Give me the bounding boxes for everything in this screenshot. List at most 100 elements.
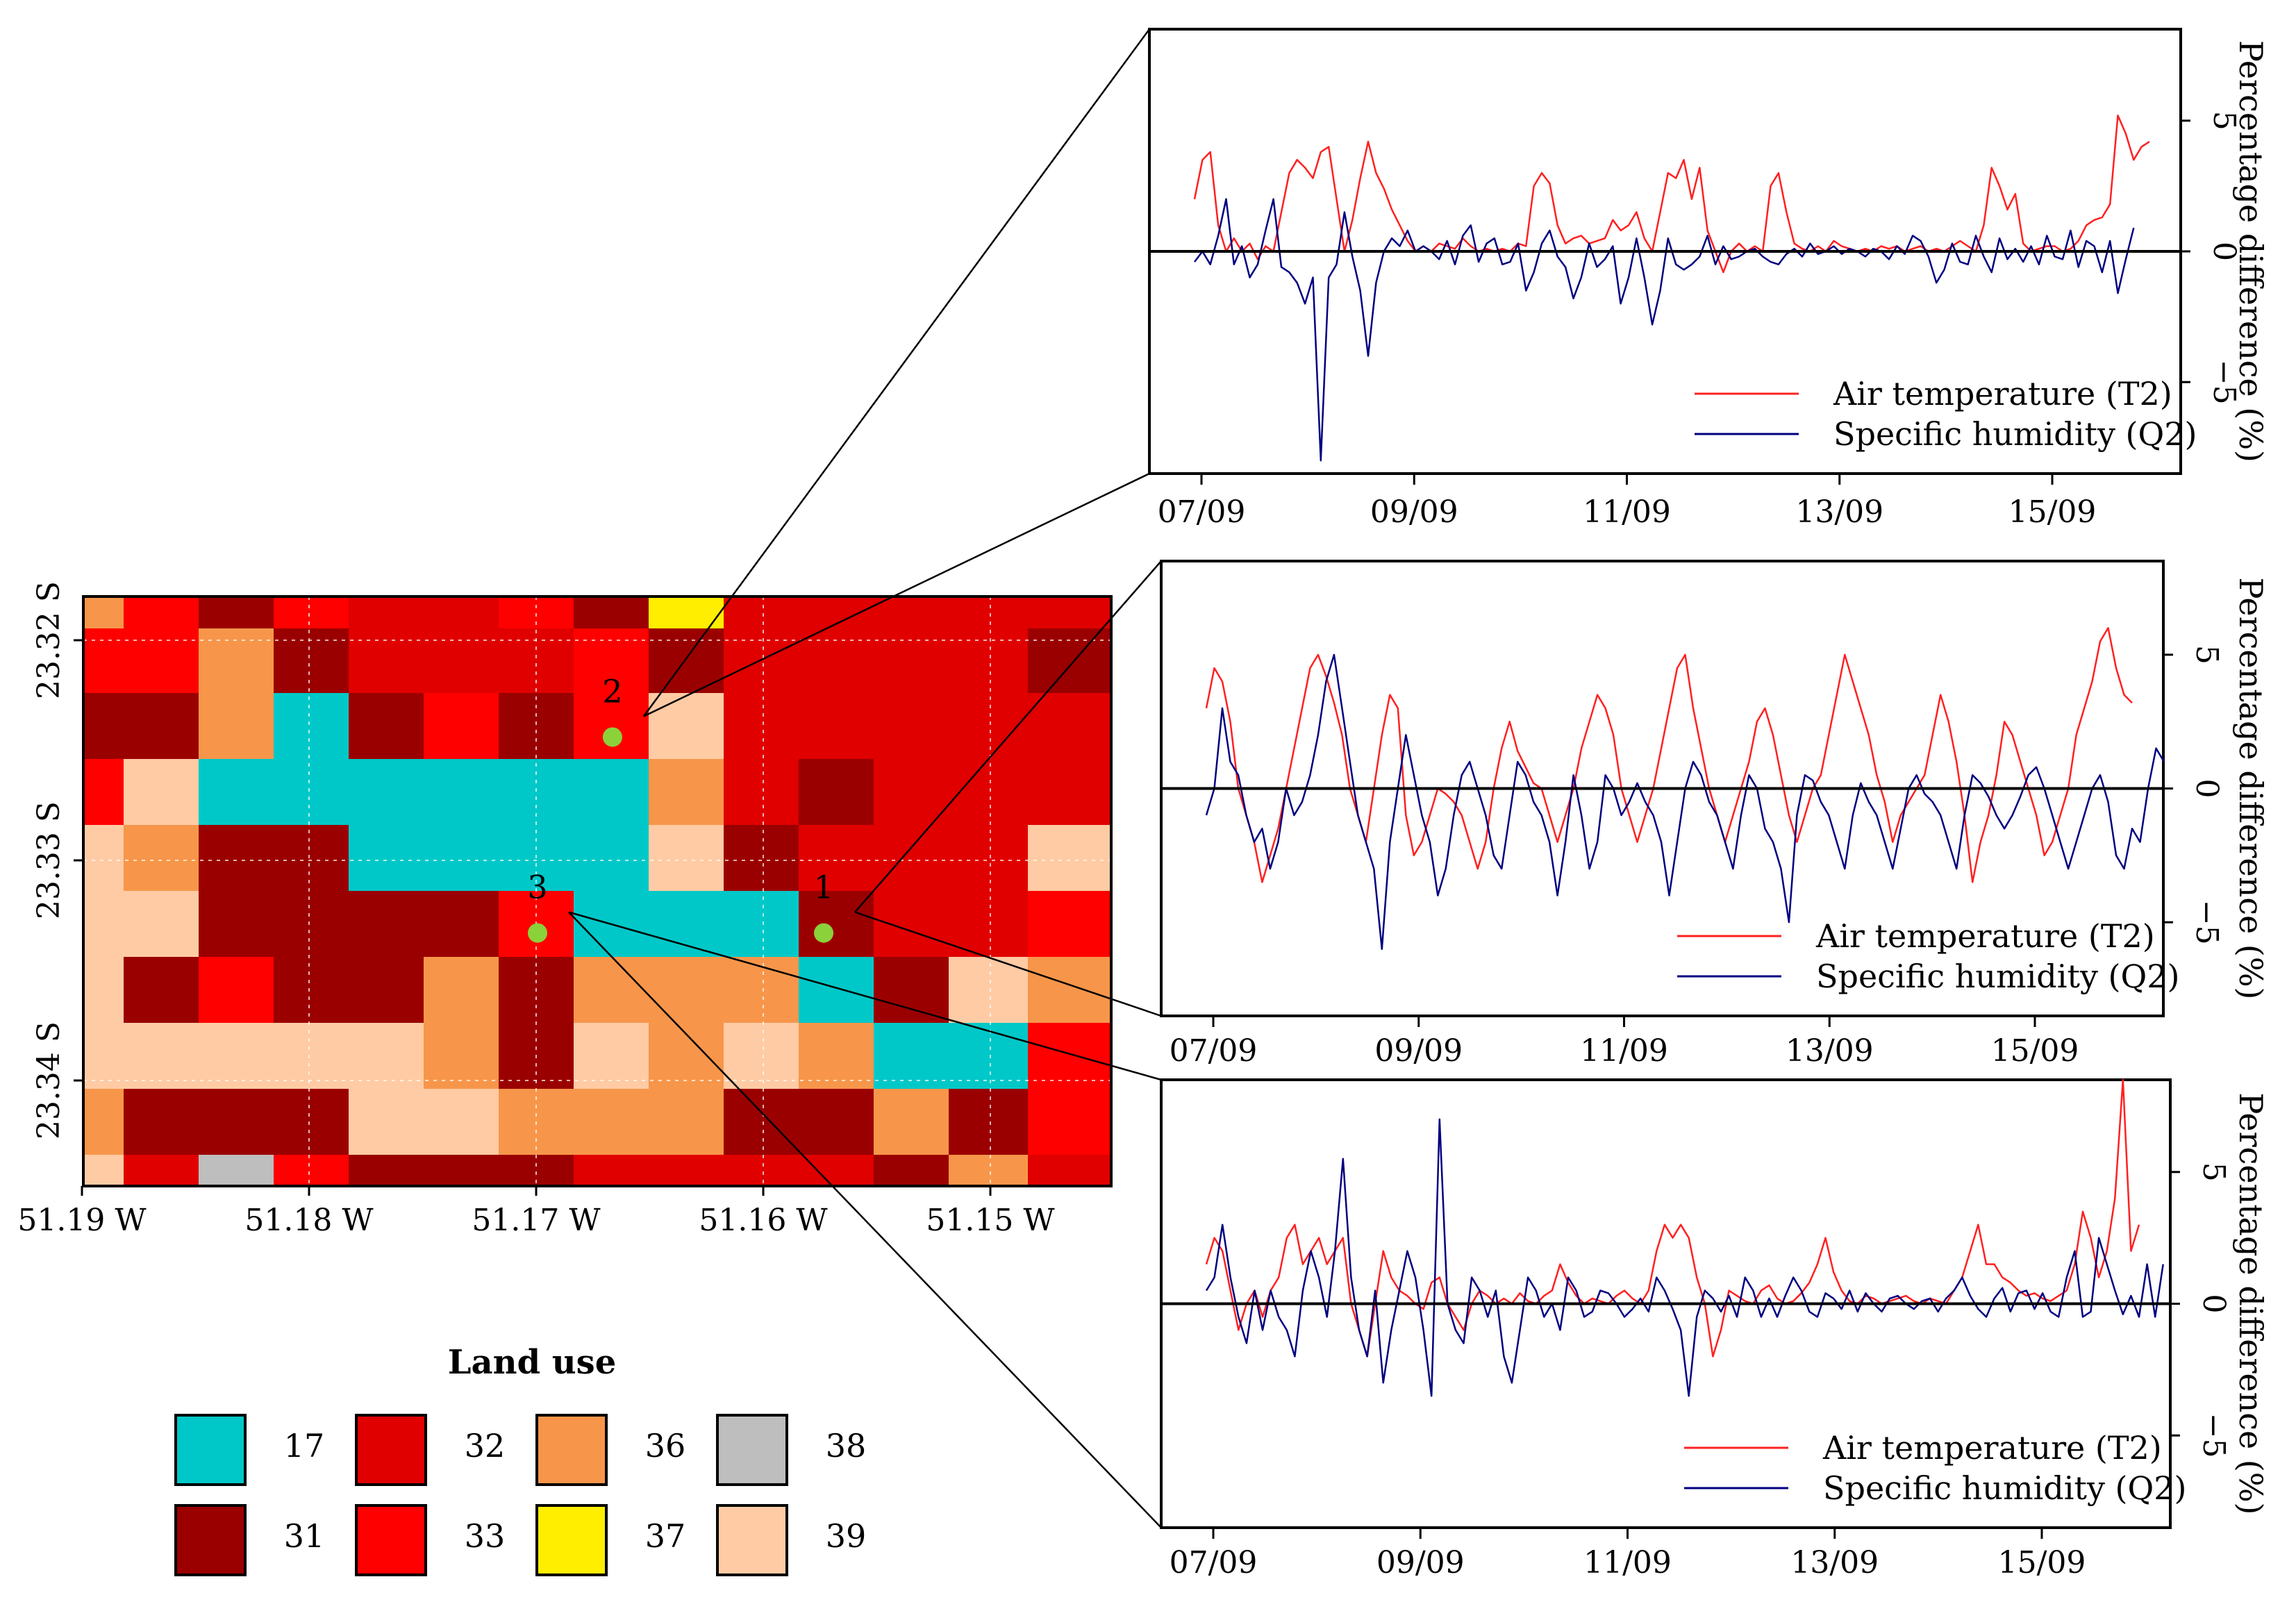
- map-x-axis: 51.19 W 51.18 W 51.17 W 51.16 W 51.15 W: [17, 1186, 1055, 1238]
- map-cell: [424, 957, 499, 1024]
- map-cell: [349, 1089, 424, 1155]
- map-cell: [724, 759, 799, 826]
- map-x-tick-label: 51.17 W: [472, 1203, 601, 1238]
- map-cell: [574, 825, 649, 892]
- map-point-label: 1: [813, 869, 833, 906]
- x-tick-label: 09/09: [1374, 1033, 1463, 1069]
- map-cell: [274, 596, 349, 629]
- map-cell: [199, 957, 274, 1024]
- map-cell: [724, 1155, 799, 1187]
- series-line: [1194, 198, 2135, 462]
- map-cell: [649, 957, 724, 1024]
- y-tick-label: 0: [2189, 779, 2224, 799]
- legend-label: Specific humidity (Q2): [1823, 1469, 2186, 1507]
- map-cell: [199, 891, 274, 958]
- map-cell: [349, 759, 424, 826]
- map-cell: [274, 957, 349, 1024]
- connector-line: [854, 560, 1162, 913]
- legend-color-box: [355, 1504, 427, 1576]
- map-cell: [1028, 825, 1112, 892]
- map-cell: [349, 891, 424, 958]
- map-cell: [574, 957, 649, 1024]
- map-frame: [82, 595, 1113, 1187]
- x-tick-label: 13/09: [1786, 1033, 1874, 1069]
- x-tick-label: 07/09: [1170, 1545, 1258, 1580]
- map-cell: [124, 825, 199, 892]
- connector-line: [642, 28, 1151, 717]
- chart-panel-point-1: 5 0 −5 Percentage difference (%) 07/09 09/09 1…: [1160, 560, 2270, 1069]
- map-cell: [349, 1155, 424, 1187]
- map-cell: [199, 596, 274, 629]
- map-cell: [724, 596, 799, 629]
- map-cell: [949, 759, 1029, 826]
- legend-class-label: 38: [826, 1427, 867, 1464]
- map-cell: [83, 759, 124, 826]
- map-cell: [799, 628, 874, 694]
- map-cell: [649, 1155, 724, 1187]
- map-cell: [574, 628, 649, 694]
- map-cell: [199, 825, 274, 892]
- legend-class-label: 36: [645, 1427, 686, 1464]
- map-cell: [949, 1023, 1029, 1090]
- map-point-marker: [814, 923, 834, 943]
- x-tick-label: 15/09: [1991, 1033, 2079, 1069]
- map-cell: [649, 759, 724, 826]
- map-cell: [424, 628, 499, 694]
- map-cell: [349, 1023, 424, 1090]
- connector-line: [568, 911, 1162, 1528]
- map-cell: [274, 628, 349, 694]
- map-cell: [349, 957, 424, 1024]
- map-point-marker: [528, 923, 547, 943]
- legend-class-label: 33: [465, 1517, 506, 1555]
- map-cell: [124, 1089, 199, 1155]
- map-cell: [124, 596, 199, 629]
- y-tick-label: −5: [2206, 360, 2242, 405]
- legend-color-box: [355, 1414, 427, 1486]
- map-points: 1 2 3: [527, 672, 834, 943]
- map-cell: [274, 1155, 349, 1187]
- legend-label: Specific humidity (Q2): [1833, 415, 2197, 453]
- y-tick-label: 5: [2189, 645, 2224, 665]
- x-tick-label: 15/09: [2008, 494, 2097, 530]
- connector-line: [854, 911, 1162, 1017]
- map-cell: [574, 1089, 649, 1155]
- map-cell: [724, 1089, 799, 1155]
- map-cell: [949, 1155, 1029, 1187]
- map-x-tick-label: 51.18 W: [244, 1203, 374, 1238]
- map-cell: [349, 628, 424, 694]
- map-point-label: 3: [527, 869, 547, 906]
- map-cell: [424, 891, 499, 958]
- map-cell: [1028, 759, 1112, 826]
- map-cell: [1028, 1023, 1112, 1090]
- map-cell: [874, 693, 949, 760]
- map-cells: [83, 596, 1112, 1187]
- map-cell: [424, 1155, 499, 1187]
- y-tick-label: −5: [2189, 900, 2224, 945]
- map-cell: [649, 825, 724, 892]
- legend-color-box: [174, 1414, 247, 1486]
- map-cell: [949, 825, 1029, 892]
- legend-color-box: [716, 1504, 788, 1576]
- map-cell: [649, 1023, 724, 1090]
- map-cell: [1028, 1155, 1112, 1187]
- map-cell: [949, 957, 1029, 1024]
- map-cell: [83, 596, 124, 629]
- map-cell: [724, 628, 799, 694]
- map-cell: [949, 596, 1029, 629]
- legend-label: Air temperature (T2): [1815, 917, 2155, 955]
- map-cell: [1028, 596, 1112, 629]
- map-cell: [874, 891, 949, 958]
- map-cell: [274, 693, 349, 760]
- map-cell: [799, 825, 874, 892]
- map-cell: [83, 825, 124, 892]
- y-tick-label: 5: [2196, 1162, 2231, 1182]
- legend-label: Specific humidity (Q2): [1816, 958, 2179, 995]
- map-cell: [949, 628, 1029, 694]
- map-cell: [124, 759, 199, 826]
- legend-color-box: [174, 1504, 247, 1576]
- map-cell: [1028, 1089, 1112, 1155]
- x-tick-label: 07/09: [1158, 494, 1246, 530]
- map-cell: [124, 1155, 199, 1187]
- map-cell: [274, 891, 349, 958]
